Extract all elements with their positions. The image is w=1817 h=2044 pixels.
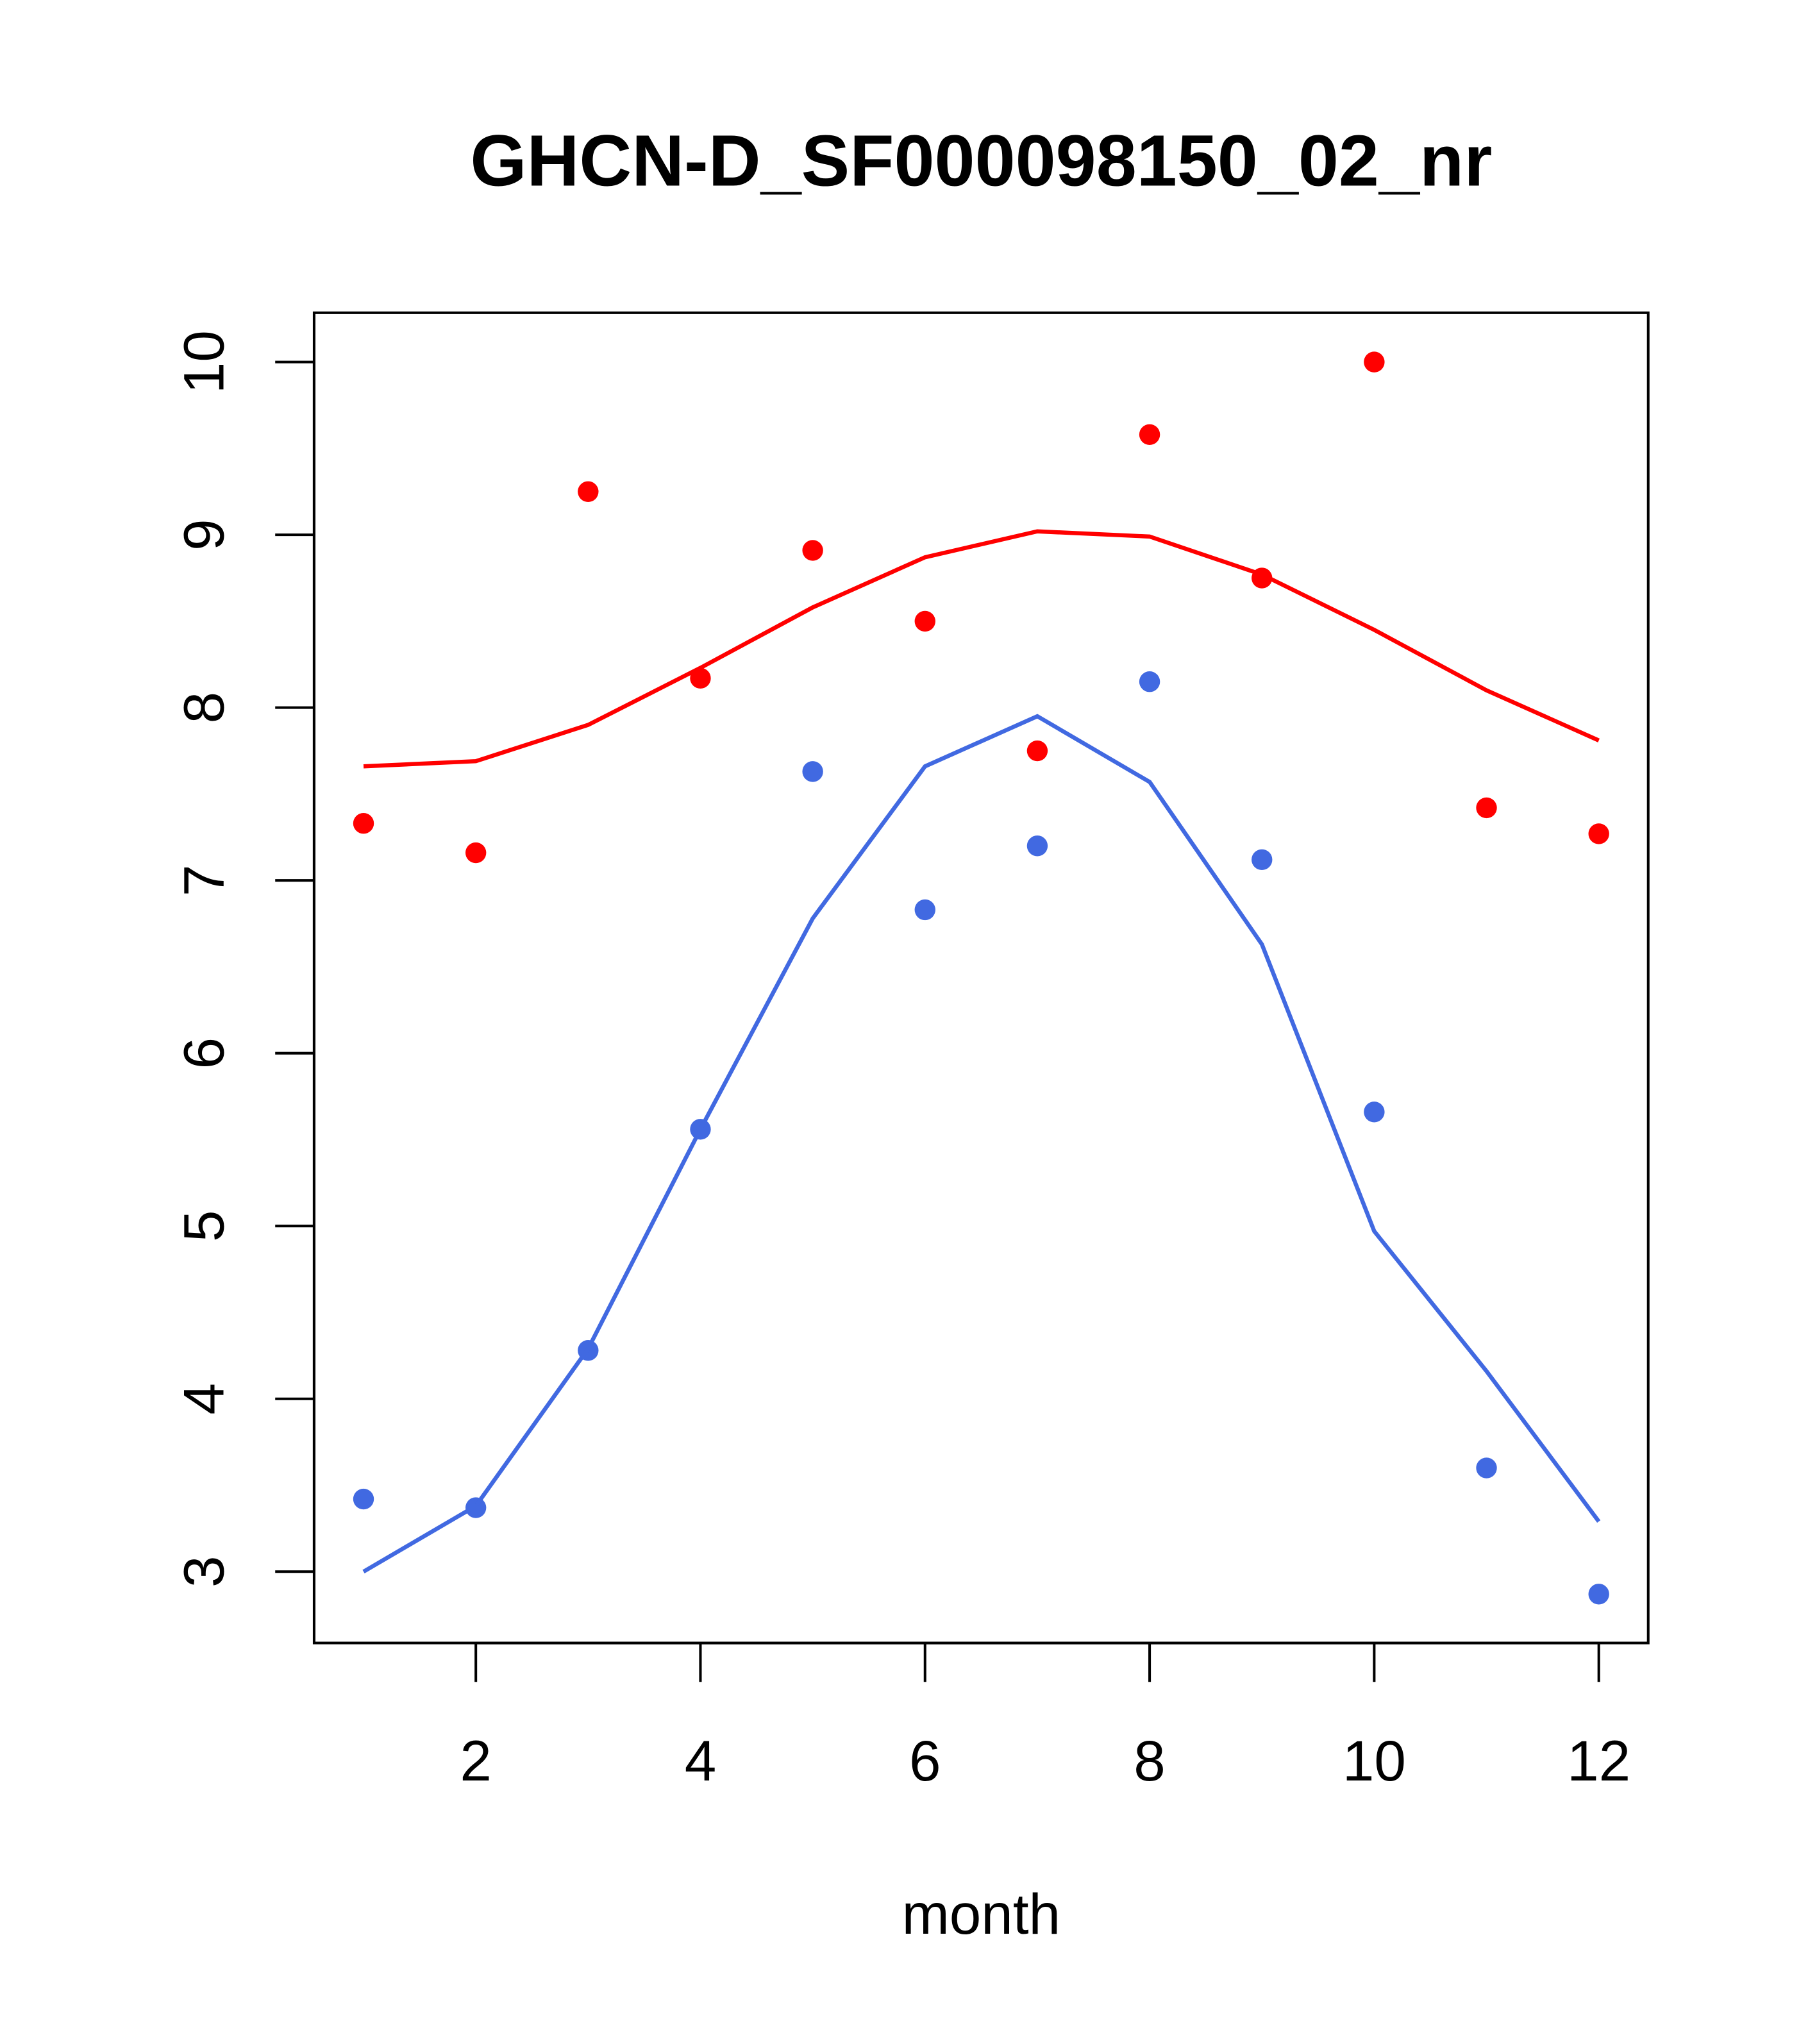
red-points-point <box>1139 424 1160 446</box>
x-tick-label: 2 <box>460 1729 492 1793</box>
chart-title: GHCN-D_SF000098150_02_nr <box>470 120 1492 201</box>
blue-points-point <box>1476 1457 1497 1479</box>
x-axis-label: month <box>902 1882 1061 1946</box>
y-tick-label: 10 <box>171 330 235 394</box>
blue-points-point <box>914 899 935 921</box>
y-tick-label: 3 <box>171 1555 235 1587</box>
blue-points-point <box>1364 1102 1385 1123</box>
red-line-line <box>363 529 1600 769</box>
blue-points-point <box>353 1488 374 1510</box>
red-points-point <box>353 813 374 834</box>
red-points-point <box>578 481 599 502</box>
red-points-point <box>802 540 823 561</box>
y-tick-label: 9 <box>171 519 235 551</box>
x-axis: 2 4 6 8 10 12 <box>460 1641 1630 1793</box>
red-points-point <box>465 842 487 864</box>
x-tick-label: 12 <box>1567 1729 1630 1793</box>
red-points-point <box>914 610 935 632</box>
blue-points-point <box>1588 1584 1609 1605</box>
blue-line-line <box>362 714 1601 1574</box>
red-points-point <box>690 667 711 689</box>
series-layer <box>353 351 1609 1605</box>
red-points-point <box>1026 740 1048 762</box>
y-tick-label: 5 <box>171 1210 235 1242</box>
x-tick-label: 10 <box>1343 1729 1406 1793</box>
x-tick-label: 6 <box>909 1729 941 1793</box>
y-tick-label: 4 <box>171 1383 235 1415</box>
x-tick-label: 8 <box>1134 1729 1166 1793</box>
blue-points-point <box>802 761 823 782</box>
blue-points-point <box>1139 671 1160 692</box>
blue-points-point <box>1026 835 1048 857</box>
blue-points-point <box>1252 849 1273 871</box>
red-points-point <box>1476 797 1497 819</box>
y-axis: 3 4 5 6 7 8 9 10 <box>171 330 315 1587</box>
x-tick-label: 4 <box>685 1729 717 1793</box>
plot-frame <box>312 311 1650 1645</box>
y-tick-label: 7 <box>171 864 235 896</box>
y-tick-label: 6 <box>171 1037 235 1069</box>
red-points-point <box>1364 351 1385 373</box>
y-tick-label: 8 <box>171 692 235 724</box>
red-points-point <box>1588 823 1609 844</box>
